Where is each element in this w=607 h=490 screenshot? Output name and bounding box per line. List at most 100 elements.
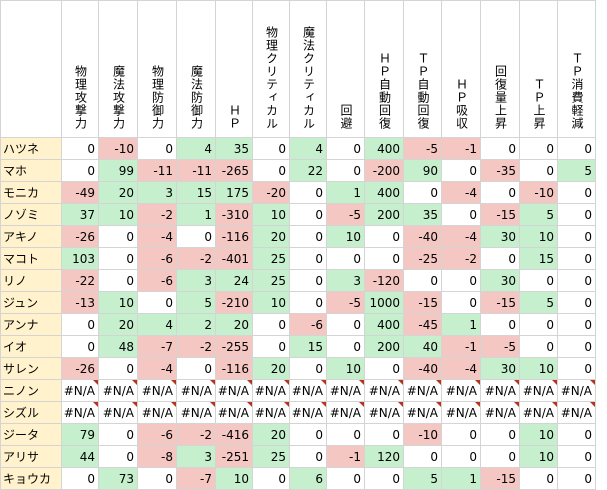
value-cell[interactable]: 4 xyxy=(289,137,327,160)
value-cell[interactable]: 20 xyxy=(215,313,253,336)
value-cell[interactable]: #N/A xyxy=(441,379,481,402)
value-cell[interactable]: 10 xyxy=(98,291,138,314)
value-cell[interactable]: #N/A xyxy=(364,401,404,424)
value-cell[interactable]: 1000 xyxy=(364,291,404,314)
column-header[interactable]: 回復量上昇 xyxy=(480,0,520,138)
value-cell[interactable]: 5 xyxy=(557,159,596,182)
value-cell[interactable]: #N/A xyxy=(441,401,481,424)
value-cell[interactable]: 200 xyxy=(364,335,404,358)
value-cell[interactable]: 0 xyxy=(98,247,138,270)
value-cell[interactable]: #N/A xyxy=(252,401,290,424)
value-cell[interactable]: 0 xyxy=(289,181,327,204)
value-cell[interactable]: 0 xyxy=(480,423,520,446)
value-cell[interactable]: -4 xyxy=(441,181,481,204)
value-cell[interactable]: 200 xyxy=(364,203,404,226)
value-cell[interactable]: 0 xyxy=(137,137,177,160)
value-cell[interactable]: -265 xyxy=(215,159,253,182)
value-cell[interactable]: 10 xyxy=(326,225,365,248)
value-cell[interactable]: -2 xyxy=(441,247,481,270)
value-cell[interactable]: -1 xyxy=(326,445,365,468)
character-name-cell[interactable]: イオ xyxy=(0,335,62,358)
value-cell[interactable]: #N/A xyxy=(289,379,327,402)
value-cell[interactable]: 0 xyxy=(519,159,558,182)
value-cell[interactable]: 10 xyxy=(98,203,138,226)
value-cell[interactable]: -11 xyxy=(176,159,216,182)
value-cell[interactable]: -4 xyxy=(441,357,481,380)
character-name-cell[interactable]: ジータ xyxy=(0,423,62,446)
value-cell[interactable]: -7 xyxy=(137,335,177,358)
character-name-cell[interactable]: シズル xyxy=(0,401,62,424)
value-cell[interactable]: #N/A xyxy=(252,379,290,402)
value-cell[interactable]: 0 xyxy=(403,445,442,468)
value-cell[interactable]: 0 xyxy=(557,269,596,292)
value-cell[interactable]: #N/A xyxy=(326,379,365,402)
value-cell[interactable]: 120 xyxy=(364,445,404,468)
value-cell[interactable]: 10 xyxy=(252,203,290,226)
value-cell[interactable]: 1 xyxy=(326,181,365,204)
value-cell[interactable]: -20 xyxy=(252,181,290,204)
value-cell[interactable]: 15 xyxy=(176,181,216,204)
value-cell[interactable]: 37 xyxy=(61,203,99,226)
value-cell[interactable]: 10 xyxy=(252,291,290,314)
value-cell[interactable]: 0 xyxy=(364,357,404,380)
value-cell[interactable]: #N/A xyxy=(480,379,520,402)
value-cell[interactable]: -10 xyxy=(403,423,442,446)
value-cell[interactable]: 0 xyxy=(289,247,327,270)
value-cell[interactable]: 0 xyxy=(364,467,404,490)
character-name-cell[interactable]: ハツネ xyxy=(0,137,62,160)
value-cell[interactable]: 25 xyxy=(252,247,290,270)
value-cell[interactable]: -13 xyxy=(61,291,99,314)
value-cell[interactable]: #N/A xyxy=(61,401,99,424)
value-cell[interactable]: 0 xyxy=(252,313,290,336)
character-name-cell[interactable]: マコト xyxy=(0,247,62,270)
value-cell[interactable]: -251 xyxy=(215,445,253,468)
character-name-cell[interactable]: マホ xyxy=(0,159,62,182)
value-cell[interactable]: 175 xyxy=(215,181,253,204)
value-cell[interactable]: 0 xyxy=(480,181,520,204)
value-cell[interactable]: 10 xyxy=(519,445,558,468)
value-cell[interactable]: 99 xyxy=(98,159,138,182)
character-name-cell[interactable]: キョウカ xyxy=(0,467,62,490)
column-header[interactable]: ＨＰ自動回復 xyxy=(364,0,404,138)
value-cell[interactable]: 0 xyxy=(480,247,520,270)
value-cell[interactable]: -6 xyxy=(137,247,177,270)
value-cell[interactable]: 0 xyxy=(557,445,596,468)
value-cell[interactable]: 30 xyxy=(480,225,520,248)
value-cell[interactable]: -2 xyxy=(176,423,216,446)
value-cell[interactable]: 0 xyxy=(61,313,99,336)
character-name-cell[interactable]: モニカ xyxy=(0,181,62,204)
value-cell[interactable]: #N/A xyxy=(480,401,520,424)
value-cell[interactable]: -5 xyxy=(326,291,365,314)
value-cell[interactable]: 0 xyxy=(289,357,327,380)
value-cell[interactable]: 0 xyxy=(480,445,520,468)
value-cell[interactable]: 0 xyxy=(98,225,138,248)
value-cell[interactable]: 3 xyxy=(176,269,216,292)
column-header[interactable]: ＨＰ吸収 xyxy=(441,0,481,138)
value-cell[interactable]: 20 xyxy=(252,423,290,446)
value-cell[interactable]: 0 xyxy=(403,181,442,204)
value-cell[interactable]: 20 xyxy=(98,313,138,336)
value-cell[interactable]: 0 xyxy=(519,335,558,358)
value-cell[interactable]: 0 xyxy=(441,269,481,292)
character-name-cell[interactable]: アキノ xyxy=(0,225,62,248)
value-cell[interactable]: 10 xyxy=(519,225,558,248)
value-cell[interactable]: 90 xyxy=(403,159,442,182)
value-cell[interactable]: 24 xyxy=(215,269,253,292)
value-cell[interactable]: 3 xyxy=(176,445,216,468)
value-cell[interactable]: -4 xyxy=(137,357,177,380)
value-cell[interactable]: 400 xyxy=(364,181,404,204)
value-cell[interactable]: -6 xyxy=(289,313,327,336)
value-cell[interactable]: 0 xyxy=(519,313,558,336)
value-cell[interactable]: 0 xyxy=(98,269,138,292)
value-cell[interactable]: #N/A xyxy=(215,401,253,424)
value-cell[interactable]: 0 xyxy=(480,313,520,336)
character-name-cell[interactable]: ニノン xyxy=(0,379,62,402)
value-cell[interactable]: 0 xyxy=(289,225,327,248)
value-cell[interactable]: 0 xyxy=(403,269,442,292)
character-name-cell[interactable]: アリサ xyxy=(0,445,62,468)
value-cell[interactable]: -40 xyxy=(403,225,442,248)
value-cell[interactable]: 0 xyxy=(326,467,365,490)
value-cell[interactable]: 10 xyxy=(215,467,253,490)
value-cell[interactable]: 0 xyxy=(61,467,99,490)
value-cell[interactable]: 0 xyxy=(61,335,99,358)
